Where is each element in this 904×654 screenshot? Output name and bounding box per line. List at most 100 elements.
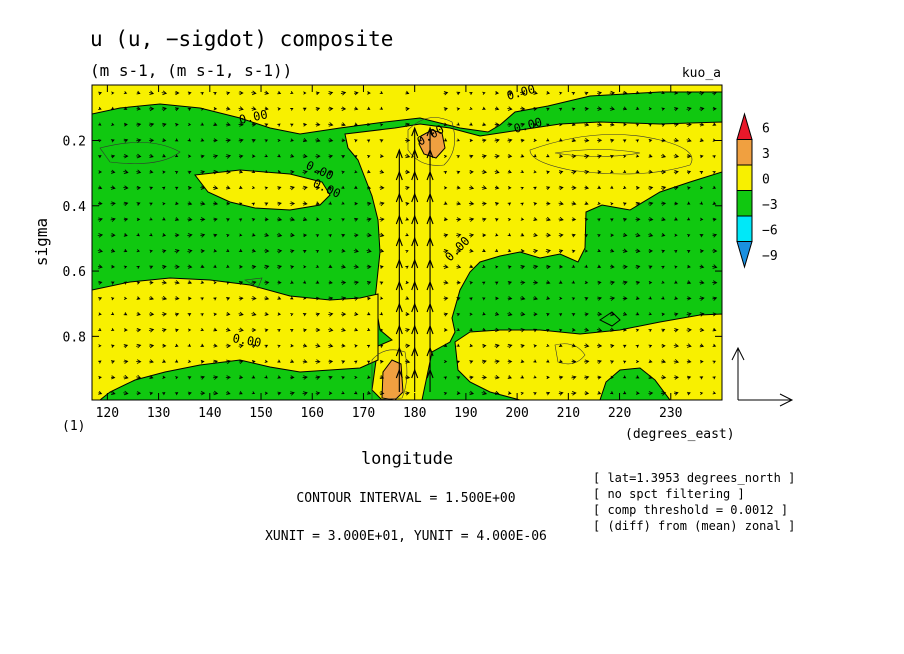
vector-arrow [661, 201, 667, 206]
vector-arrow [148, 343, 155, 349]
vector-arrow [290, 280, 294, 284]
vector-arrow [661, 359, 666, 364]
run-label: kuo_a [682, 66, 721, 81]
vector-arrow [456, 376, 461, 380]
vector-arrow [494, 311, 500, 316]
vector-arrow [673, 328, 679, 333]
vector-arrow [264, 154, 268, 158]
y-tick-label: 0.8 [63, 330, 86, 345]
vector-arrow [405, 391, 410, 396]
vector-arrow [443, 217, 448, 222]
vector-arrow [596, 327, 603, 332]
vector-arrow [623, 122, 627, 127]
vector-arrow [200, 343, 205, 347]
vector-arrow [174, 343, 179, 347]
vector-arrow [277, 280, 282, 285]
x-tick-label: 190 [454, 406, 477, 421]
vector-arrow [315, 201, 320, 205]
vector-arrow [532, 264, 539, 270]
vector-arrow [609, 280, 615, 286]
vector-arrow [507, 249, 512, 253]
vector-arrow [353, 248, 359, 253]
vector-arrow [597, 391, 602, 395]
vector-arrow [213, 359, 219, 364]
vector-arrow [123, 390, 129, 396]
vector-arrow [661, 153, 667, 159]
vector-arrow [545, 249, 552, 254]
vector-arrow [712, 201, 717, 205]
vector-arrow [354, 327, 359, 332]
vector-arrow [571, 122, 576, 127]
vector-arrow [264, 90, 270, 95]
vector-arrow [546, 296, 551, 300]
x-axis-label: longitude [361, 449, 453, 469]
vector-arrow [379, 154, 384, 159]
vector-arrow [635, 201, 641, 206]
vector-arrow [213, 233, 218, 238]
vector-arrow [264, 186, 269, 190]
vector-arrow [596, 106, 603, 111]
vector-arrow [366, 264, 372, 269]
vector-arrow [174, 154, 179, 158]
vector-arrow [481, 154, 487, 159]
vector-arrow [712, 91, 718, 96]
vector-arrow [533, 217, 538, 221]
vector-arrow [507, 202, 512, 206]
vector-arrow [687, 264, 691, 269]
vector-arrow [200, 375, 205, 380]
vector-arrow [366, 106, 371, 110]
vector-arrow [290, 138, 294, 142]
x-tick-label: 160 [301, 406, 324, 421]
plot-note: [ no spct filtering ] [593, 487, 745, 501]
vector-arrow [661, 328, 666, 333]
vector-arrow [302, 375, 308, 380]
vector-arrow [584, 106, 589, 111]
vector-arrow [149, 391, 154, 396]
vector-arrow [405, 328, 410, 333]
vector-arrow [520, 375, 525, 379]
vector-arrow [597, 218, 601, 222]
vector-arrow [238, 218, 243, 222]
vector-arrow [149, 359, 154, 364]
vector-arrow [558, 280, 563, 284]
vector-arrow [558, 185, 564, 191]
vector-arrow [622, 185, 627, 189]
vector-arrow [149, 375, 154, 379]
vector-arrow [674, 249, 678, 254]
vector-arrow [328, 201, 332, 205]
vector-arrow [264, 139, 269, 143]
vector-arrow [264, 248, 270, 254]
vector-arrow [686, 234, 691, 238]
vector-arrow [239, 264, 243, 269]
vector-arrow [354, 201, 359, 206]
vector-arrow [187, 296, 192, 301]
vector-arrow [559, 328, 563, 332]
vector-arrow [482, 91, 486, 95]
vector-arrow [110, 344, 115, 348]
vector-arrow [661, 343, 666, 348]
vector-arrow [161, 295, 168, 301]
vector-arrow [303, 91, 307, 95]
vector-arrow [674, 107, 679, 112]
vector-arrow [597, 311, 603, 317]
vector-arrow [110, 360, 115, 364]
vector-field [97, 90, 718, 396]
vector-arrow [571, 170, 577, 175]
vector-arrow [277, 359, 281, 363]
vector-arrow [277, 186, 282, 191]
vector-arrow [238, 311, 244, 317]
vector-arrow [597, 264, 602, 269]
vector-arrow [456, 280, 461, 285]
vector-arrow [546, 280, 551, 285]
vector-arrow [559, 296, 563, 300]
vector-arrow [712, 155, 716, 159]
x-tick-label: 180 [403, 406, 426, 421]
vector-arrow [136, 311, 141, 316]
vector-arrow [315, 137, 321, 143]
vector-arrow [405, 186, 410, 191]
vector-arrow [481, 201, 487, 206]
x-tick-label: 200 [505, 406, 528, 421]
colorbar-top-triangle [736, 112, 753, 140]
vector-arrow [302, 107, 307, 111]
vector-arrow [635, 280, 641, 285]
